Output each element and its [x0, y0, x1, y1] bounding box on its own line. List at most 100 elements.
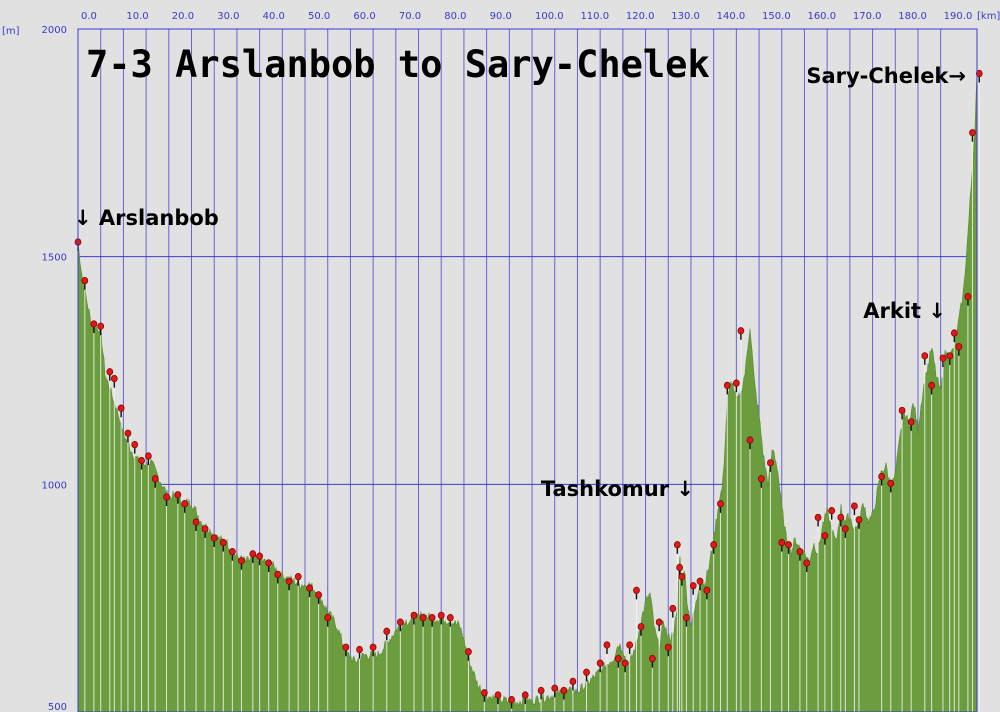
waypoint-marker — [583, 668, 590, 682]
waypoint-marker — [265, 559, 273, 573]
waypoint-marker — [249, 550, 257, 563]
waypoint-marker — [138, 456, 145, 470]
waypoint-pin — [939, 354, 947, 362]
waypoint-pin — [324, 614, 332, 622]
waypoint-marker — [437, 611, 445, 625]
waypoint-marker — [210, 534, 218, 547]
annotation-label: Sary-Chelek→ — [806, 64, 966, 88]
waypoint-pin — [975, 69, 983, 78]
waypoint-pin — [633, 586, 640, 594]
waypoint-marker — [274, 570, 282, 584]
x-tick-label: 90.0 — [490, 11, 512, 22]
waypoint-pin — [163, 493, 170, 501]
waypoint-marker — [898, 406, 906, 420]
waypoint-pin — [814, 513, 822, 522]
x-tick-label: 160.0 — [807, 11, 836, 22]
waypoint-pin — [181, 500, 189, 508]
waypoint-marker — [785, 541, 792, 554]
waypoint-pin — [285, 577, 293, 585]
waypoint-marker — [569, 677, 577, 691]
x-tick-label: 180.0 — [898, 11, 927, 22]
x-tick-label: 170.0 — [853, 11, 882, 22]
waypoint-pin — [342, 643, 350, 651]
waypoint-pin — [201, 525, 209, 533]
waypoint-pin — [192, 518, 200, 526]
waypoint-marker — [356, 645, 363, 659]
waypoint-pin — [508, 695, 515, 704]
waypoint-pin — [733, 379, 740, 387]
waypoint-marker — [614, 654, 622, 668]
x-tick-label: 40.0 — [263, 11, 285, 22]
y-tick-label: 500 — [48, 702, 67, 712]
plot-frame — [77, 28, 978, 712]
waypoint-marker — [90, 320, 98, 333]
waypoint-pin — [569, 677, 577, 686]
x-tick-label: 20.0 — [172, 11, 194, 22]
waypoint-marker — [174, 491, 182, 504]
waypoint-marker — [696, 577, 704, 591]
waypoint-pin — [131, 440, 139, 449]
waypoint-pin — [723, 381, 731, 390]
waypoint-pin — [878, 472, 886, 481]
waypoint-pin — [683, 614, 690, 622]
waypoint-pin — [410, 611, 418, 620]
waypoint-marker — [921, 352, 929, 365]
waypoint-marker — [508, 695, 515, 709]
waypoint-marker — [145, 452, 152, 466]
waypoint-marker — [950, 329, 958, 343]
chart-title: 7-3 Arslanbob to Sary-Chelek — [86, 43, 710, 86]
waypoint-pin — [928, 381, 935, 390]
waypoint-marker — [238, 557, 245, 570]
x-tick-label: 110.0 — [580, 11, 609, 22]
waypoint-marker — [803, 559, 811, 573]
waypoint-marker — [669, 604, 677, 618]
waypoint-pin — [907, 418, 915, 426]
waypoint-pin — [778, 538, 786, 547]
waypoint-marker — [285, 577, 293, 591]
waypoint-marker — [229, 547, 236, 561]
waypoint-marker — [163, 493, 170, 506]
waypoint-pin — [828, 507, 836, 515]
waypoint-pin — [803, 559, 811, 567]
waypoint-marker — [428, 614, 436, 627]
waypoint-pin — [315, 591, 322, 599]
waypoint-pin — [678, 573, 686, 581]
waypoint-pin — [796, 547, 804, 556]
waypoint-pin — [383, 627, 391, 635]
waypoint-pin — [465, 648, 472, 656]
annotation-label: ↓ Arslanbob — [74, 206, 219, 230]
waypoint-pin — [757, 475, 765, 483]
waypoint-marker — [975, 69, 983, 83]
annotation-label: Tashkomur ↓ — [541, 477, 694, 501]
waypoint-marker — [124, 429, 132, 443]
waypoint-pin — [428, 614, 436, 622]
waypoint-pin — [174, 491, 182, 499]
waypoint-marker — [778, 538, 786, 552]
annotations: ↓ Arslanbob Tashkomur ↓ Arkit ↓ Sary-Chelek… — [74, 64, 966, 501]
waypoint-marker — [97, 322, 105, 336]
waypoint-marker — [637, 623, 645, 636]
waypoint-marker — [306, 584, 313, 598]
waypoint-marker — [192, 518, 200, 532]
waypoint-marker — [151, 475, 159, 488]
waypoint-marker — [723, 381, 731, 395]
waypoint-pin — [106, 368, 114, 376]
waypoint-marker — [369, 643, 377, 657]
waypoint-pin — [560, 686, 568, 695]
waypoint-marker — [689, 582, 697, 595]
waypoint-marker — [969, 129, 976, 142]
waypoint-pin — [649, 654, 656, 663]
waypoint-pin — [676, 563, 683, 572]
waypoint-marker — [673, 541, 681, 554]
waypoint-pin — [294, 573, 302, 581]
waypoint-marker — [851, 502, 858, 516]
waypoint-marker — [907, 418, 915, 431]
x-tick-label: 100.0 — [535, 11, 564, 22]
waypoint-pin — [964, 292, 972, 301]
axis-ticks: 0.0 10.0 20.0 30.0 40.0 50.0 60.0 70.0 80.0 90.0 1… — [2, 11, 1000, 712]
waypoint-marker — [746, 436, 754, 450]
waypoint-pin — [603, 641, 611, 649]
waypoint-pin — [265, 559, 273, 567]
elevation-area — [77, 71, 978, 712]
